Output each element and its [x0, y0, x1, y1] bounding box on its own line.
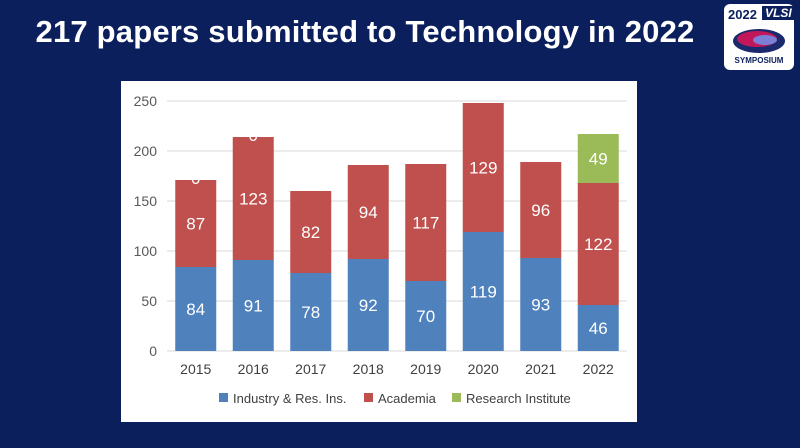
bar-segment: [347, 259, 389, 351]
wafer-icon: [733, 29, 785, 53]
data-label: 93: [531, 296, 550, 315]
bar-segment: [520, 162, 562, 258]
bar-segment: [405, 281, 447, 351]
x-tick-label: 2019: [410, 361, 441, 377]
legend-label: Industry & Res. Ins.: [233, 391, 346, 406]
data-label: 82: [301, 223, 320, 242]
y-tick-label: 0: [149, 343, 157, 359]
bar-segment: [290, 273, 332, 351]
data-label: 87: [186, 215, 205, 234]
data-label: 46: [589, 319, 608, 338]
data-label: 0: [249, 126, 258, 145]
bar-segment: [347, 165, 389, 259]
bar-segment: [175, 180, 217, 267]
bar-segment: [577, 305, 619, 351]
bar-segment: [232, 137, 274, 260]
data-label: 94: [359, 203, 378, 222]
logo-word: SYMPOSIUM: [734, 56, 784, 65]
y-tick-label: 200: [134, 143, 158, 159]
x-tick-label: 2017: [295, 361, 326, 377]
y-tick-label: 100: [134, 243, 158, 259]
data-label: 70: [416, 307, 435, 326]
x-tick-label: 2016: [238, 361, 269, 377]
data-label: 129: [469, 159, 497, 178]
y-tick-label: 50: [141, 293, 157, 309]
data-label: 49: [589, 150, 608, 169]
bar-segment: [577, 183, 619, 305]
x-tick-label: 2021: [525, 361, 556, 377]
data-label: 92: [359, 296, 378, 315]
data-label: 119: [470, 283, 497, 302]
logo-brand: VLSI: [762, 6, 795, 20]
data-label: 91: [244, 297, 263, 316]
legend-label: Academia: [378, 391, 437, 406]
x-tick-label: 2015: [180, 361, 211, 377]
bar-segment: [462, 103, 504, 232]
data-label: 123: [239, 190, 267, 209]
legend-swatch: [364, 393, 373, 402]
x-tick-label: 2020: [468, 361, 499, 377]
x-tick-label: 2018: [353, 361, 384, 377]
data-label: 122: [584, 235, 612, 254]
data-label: 84: [186, 300, 205, 319]
stacked-bar-chart: 0 50 100 150 200 250 84 87 0 2015 91 123 0 2016 78 82 20…: [134, 93, 627, 406]
bar-segment: [405, 164, 447, 281]
data-label: 96: [531, 201, 550, 220]
y-tick-label: 150: [134, 193, 158, 209]
bar-segment: [232, 260, 274, 351]
bar-segment: [290, 191, 332, 273]
data-label: 117: [412, 214, 439, 233]
y-tick-label: 250: [134, 93, 158, 109]
legend-swatch: [452, 393, 461, 402]
x-tick-label: 2022: [583, 361, 614, 377]
data-label: 0: [191, 169, 200, 188]
slide-title: 217 papers submitted to Technology in 20…: [35, 14, 695, 49]
bar-segment: [175, 267, 217, 351]
legend-label: Research Institute: [466, 391, 571, 406]
bar-segment: [462, 232, 504, 351]
vlsi-symposium-logo: 2022 VLSI SYMPOSIUM: [724, 4, 795, 70]
legend-swatch: [219, 393, 228, 402]
bar-segment: [520, 258, 562, 351]
logo-year: 2022: [728, 7, 757, 22]
chart-panel: 0 50 100 150 200 250 84 87 0 2015 91 123 0 2016 78 82 20…: [121, 81, 637, 422]
data-label: 78: [301, 303, 320, 322]
bar-segment: [577, 134, 619, 183]
